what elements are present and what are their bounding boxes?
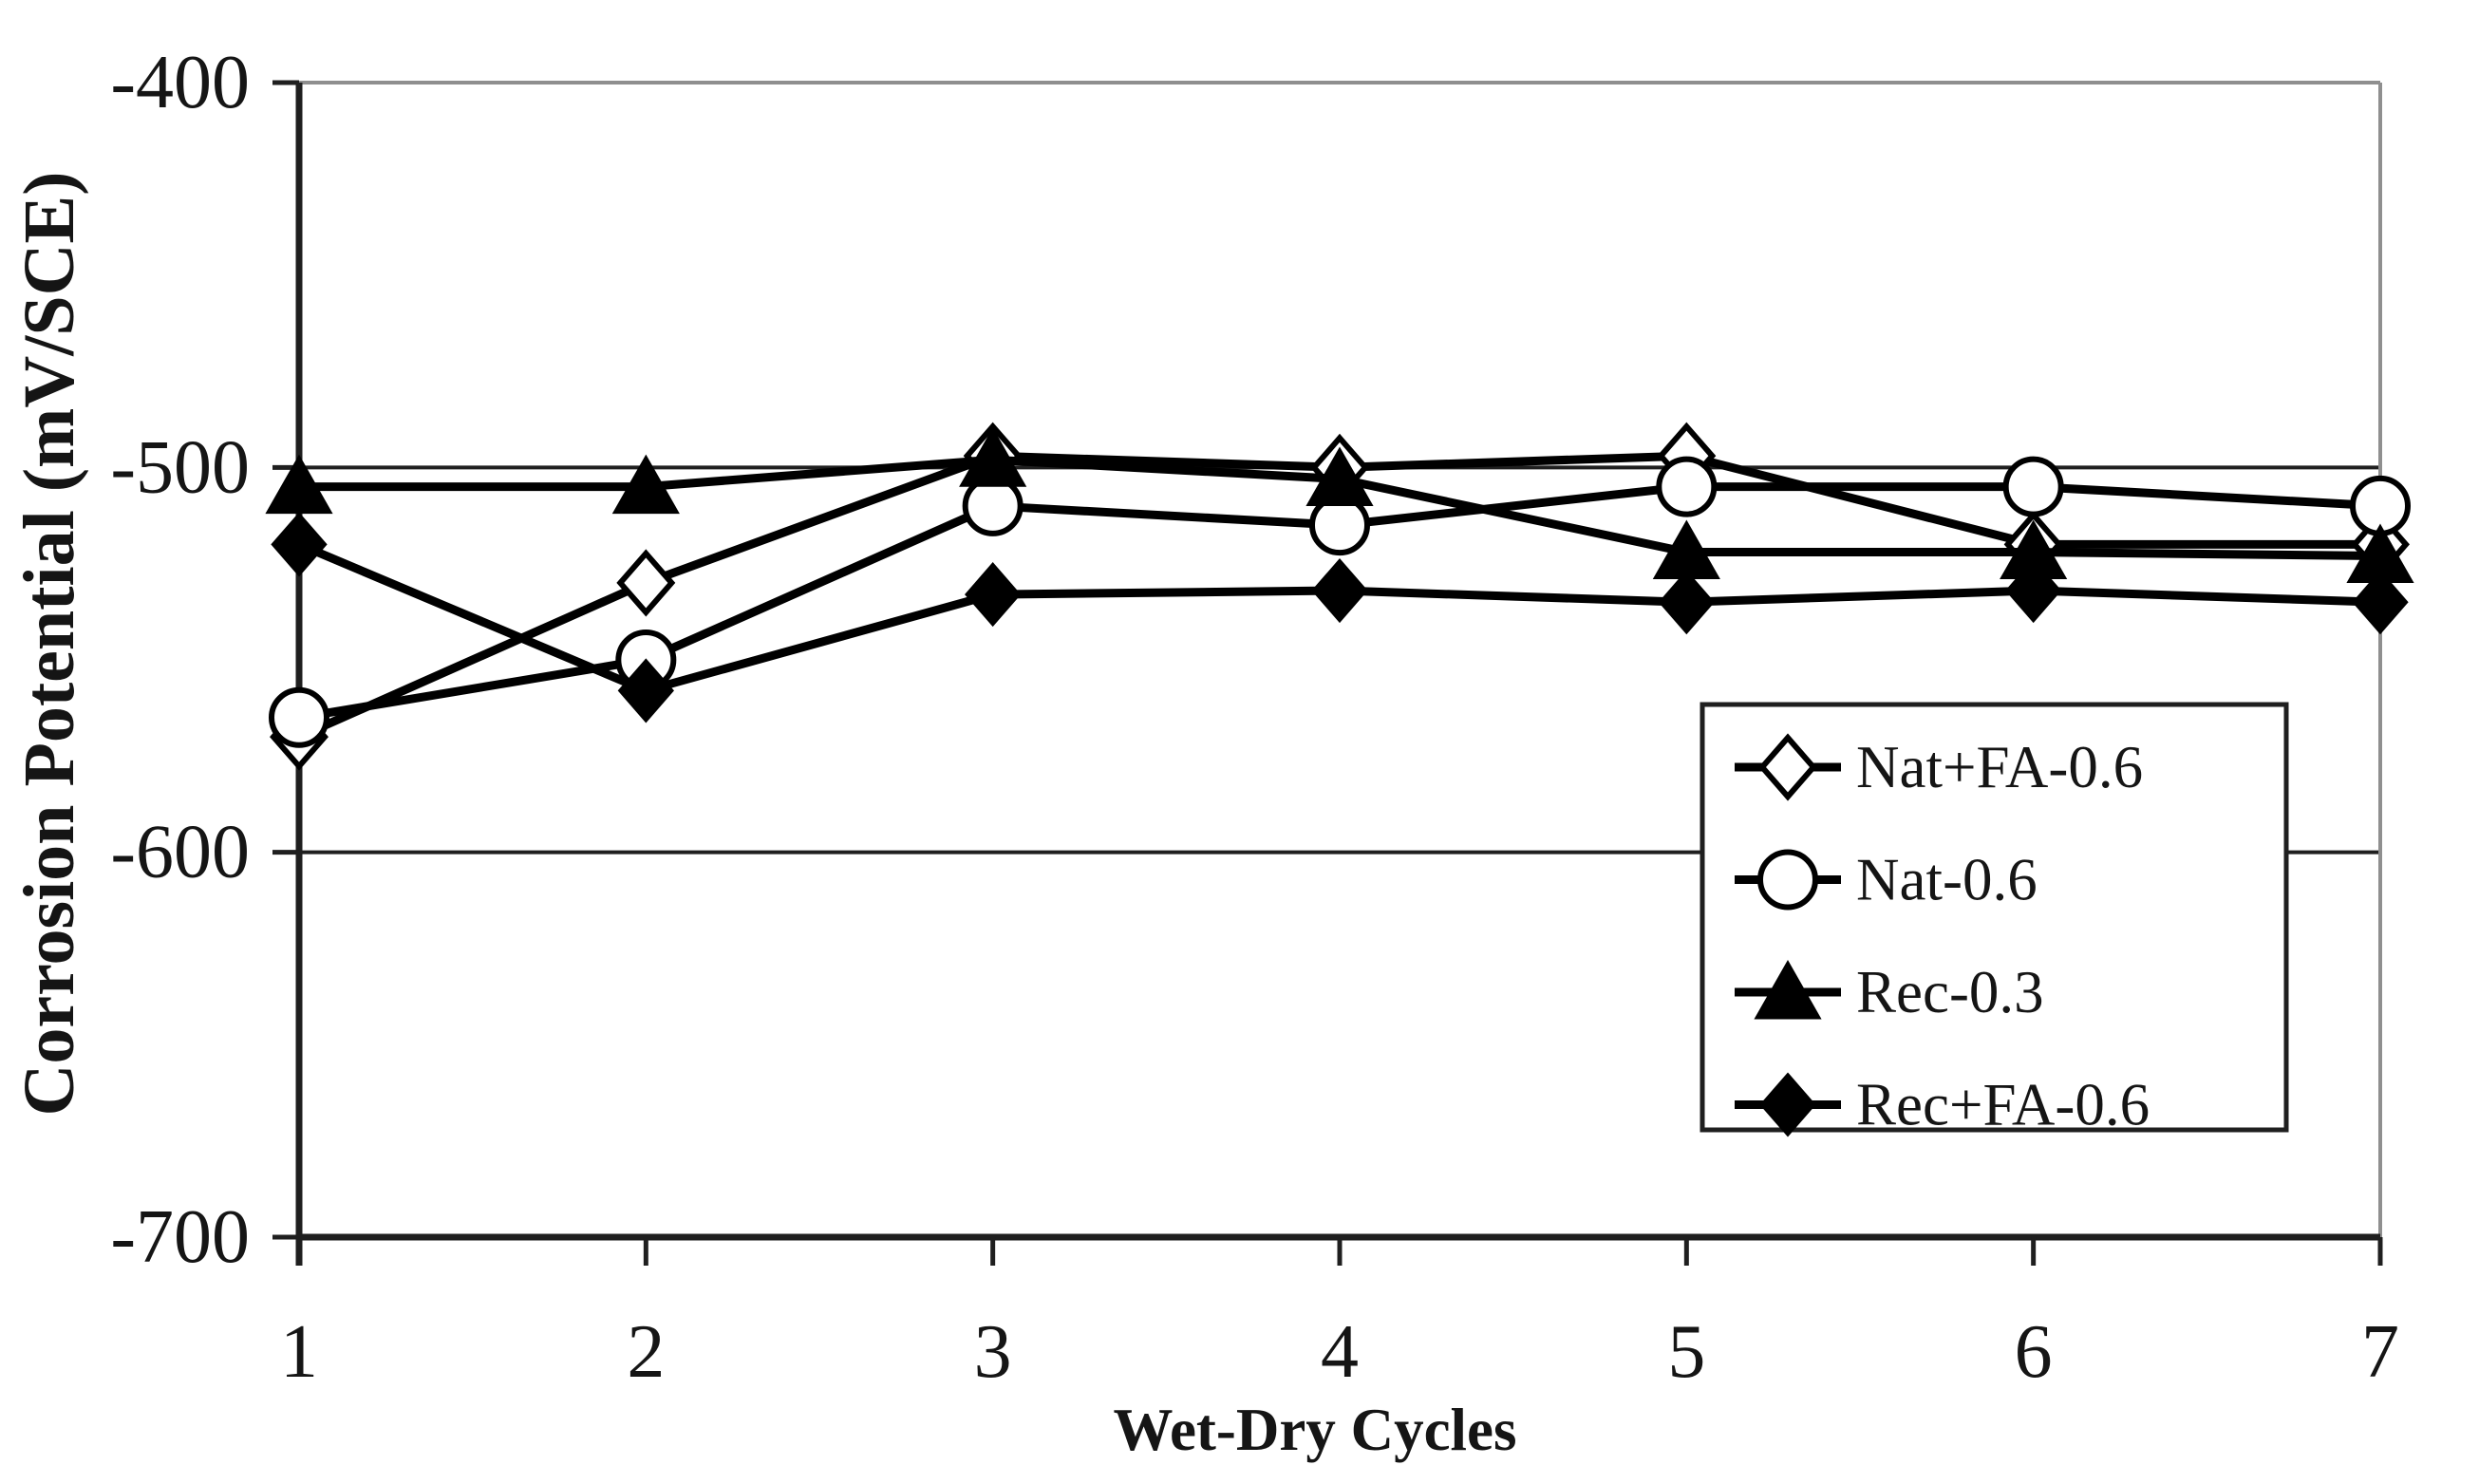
legend-marker-circle-open xyxy=(1757,849,1818,911)
y-tick-label: -700 xyxy=(110,1195,250,1279)
marker-rec-fa-0-6-x2 xyxy=(617,658,674,723)
x-tick-label: 2 xyxy=(627,1310,665,1394)
legend-entry-rec-fa-0-6: Rec+FA-0.6 xyxy=(1735,1072,2150,1138)
legend-entry-nat-0-6: Nat-0.6 xyxy=(1735,847,2038,913)
legend-label: Rec-0.3 xyxy=(1856,959,2044,1025)
marker-rec-fa-0-6-x5 xyxy=(1658,570,1715,635)
x-tick-label: 7 xyxy=(2361,1310,2399,1394)
label-layer: -400 -500 -600 -700 1 2 3 4 5 6 7 xyxy=(110,41,2399,1394)
marker-rec-0-3-x4 xyxy=(1305,446,1374,506)
marker-nat-0-6-x1 xyxy=(269,686,329,748)
marker-nat-0-6-x6 xyxy=(2002,456,2064,517)
marker-rec-fa-0-6-x7 xyxy=(2352,570,2409,635)
legend-label: Rec+FA-0.6 xyxy=(1856,1072,2150,1138)
x-axis-title: Wet-Dry Cycles xyxy=(1113,1397,1516,1463)
y-tick-label: -600 xyxy=(110,811,250,894)
marker-nat-0-6-x5 xyxy=(1656,456,1718,517)
marker-rec-fa-0-6-x6 xyxy=(2005,557,2062,624)
y-tick-label: -500 xyxy=(110,425,250,509)
marker-rec-fa-0-6-x4 xyxy=(1311,557,1368,624)
x-tick-label: 3 xyxy=(974,1310,1012,1394)
series-layer xyxy=(265,422,2414,771)
legend-marker-diamond-filled xyxy=(1759,1072,1816,1137)
legend-marker-triangle-filled xyxy=(1754,959,1822,1020)
marker-rec-0-3-x2 xyxy=(611,454,680,515)
y-axis-title: Corrosion Potential (mV/SCE) xyxy=(9,172,89,1117)
marker-nat-fa-0-6-x2 xyxy=(616,549,676,617)
y-tick-label: -400 xyxy=(110,41,250,124)
x-tick-label: 4 xyxy=(1321,1310,1359,1394)
legend-entry-rec-0-3: Rec-0.3 xyxy=(1735,959,2044,1025)
legend-entry-nat-fa-0-6: Nat+FA-0.6 xyxy=(1735,733,2143,801)
marker-rec-fa-0-6-x3 xyxy=(965,562,1022,628)
legend-label: Nat-0.6 xyxy=(1856,847,2038,913)
x-tick-label: 6 xyxy=(2015,1310,2053,1394)
axis-layer xyxy=(272,80,2383,1266)
legend-label: Nat+FA-0.6 xyxy=(1856,734,2143,800)
x-tick-label: 5 xyxy=(1667,1310,1705,1394)
marker-rec-0-3-x3 xyxy=(959,427,1027,487)
marker-rec-fa-0-6-x1 xyxy=(271,512,328,577)
legend-marker-diamond-open xyxy=(1758,733,1817,801)
legend-layer: Nat+FA-0.6 Nat-0.6 Rec-0.3 Rec+FA-0.6 xyxy=(1700,702,2289,1138)
x-tick-label: 1 xyxy=(280,1310,318,1394)
